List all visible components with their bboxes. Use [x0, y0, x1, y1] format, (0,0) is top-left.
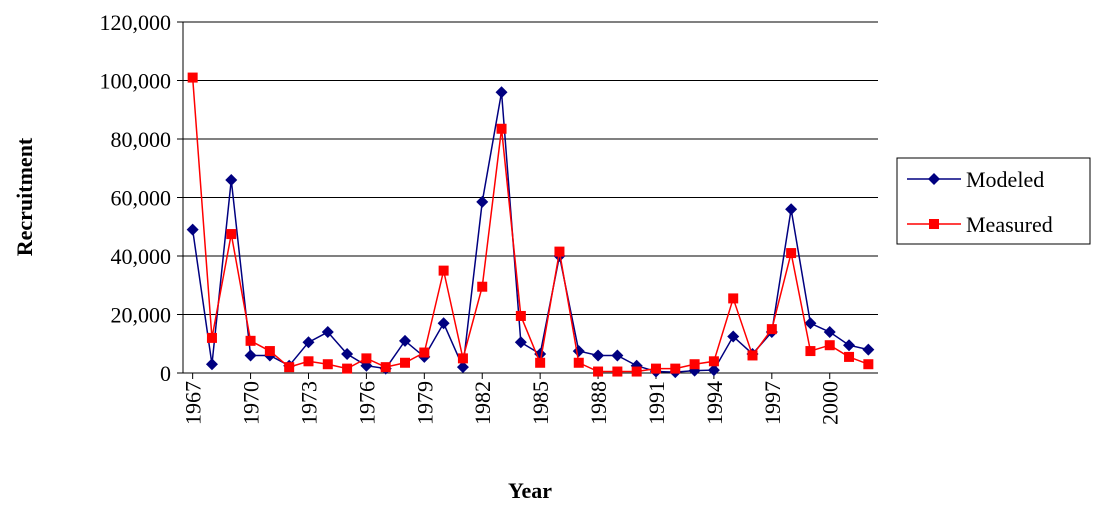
- data-point: [804, 317, 817, 330]
- data-point: [824, 340, 835, 351]
- x-tick-label: 1997: [760, 381, 785, 425]
- data-point: [728, 293, 739, 304]
- data-point: [477, 281, 488, 292]
- x-tick-label: 1976: [354, 381, 379, 425]
- data-point: [786, 248, 797, 259]
- data-point: [708, 356, 719, 367]
- y-tick-label: 0: [160, 361, 171, 386]
- data-point: [823, 326, 836, 339]
- data-point: [322, 359, 333, 370]
- data-point: [303, 356, 314, 367]
- data-point: [843, 339, 856, 352]
- y-tick-label: 120,000: [100, 10, 172, 35]
- y-tick-label: 40,000: [111, 244, 172, 269]
- data-point: [437, 317, 450, 330]
- x-tick-label: 1988: [586, 381, 611, 425]
- data-point: [766, 324, 777, 335]
- legend-label: Modeled: [966, 167, 1044, 192]
- y-tick-label: 60,000: [111, 186, 172, 211]
- data-point: [863, 359, 874, 370]
- data-point: [785, 203, 798, 216]
- y-tick-label: 100,000: [100, 69, 172, 94]
- x-tick-label: 1982: [470, 381, 495, 425]
- data-point: [361, 353, 372, 364]
- x-tick-label: 1985: [528, 381, 553, 425]
- data-point: [400, 357, 411, 368]
- data-point: [321, 326, 334, 339]
- data-point: [844, 351, 855, 362]
- legend-marker: [928, 173, 940, 185]
- data-point: [399, 334, 412, 347]
- x-tick-label: 1991: [644, 381, 669, 425]
- y-axis-title: Recruitment: [12, 137, 37, 256]
- legend-label: Measured: [966, 212, 1053, 237]
- data-point: [631, 366, 642, 377]
- data-point: [456, 361, 469, 374]
- data-point: [747, 350, 758, 361]
- legend-marker: [929, 219, 939, 229]
- data-point: [572, 345, 585, 358]
- x-tick-label: 1970: [239, 381, 264, 425]
- data-point: [302, 336, 315, 349]
- data-point: [187, 72, 198, 83]
- data-point: [593, 366, 604, 377]
- data-point: [805, 346, 816, 357]
- data-point: [205, 358, 218, 371]
- data-point: [226, 229, 237, 240]
- y-tick-label: 80,000: [111, 127, 172, 152]
- data-point: [245, 335, 256, 346]
- data-point: [650, 363, 661, 374]
- x-tick-label: 2000: [818, 381, 843, 425]
- data-point: [573, 357, 584, 368]
- x-tick-label: 1994: [702, 381, 727, 425]
- x-tick-label: 1973: [296, 381, 321, 425]
- data-point: [496, 123, 507, 134]
- data-point: [438, 265, 449, 276]
- data-point: [554, 246, 565, 257]
- data-point: [862, 343, 875, 356]
- x-tick-label: 1979: [412, 381, 437, 425]
- data-point: [476, 195, 489, 208]
- data-point: [186, 223, 199, 236]
- data-point: [611, 349, 624, 362]
- data-point: [495, 86, 508, 99]
- data-point: [244, 349, 257, 362]
- data-point: [380, 362, 391, 373]
- y-tick-label: 20,000: [111, 303, 172, 328]
- data-point: [514, 336, 527, 349]
- data-point: [612, 366, 623, 377]
- x-axis-title: Year: [508, 478, 552, 503]
- data-point: [457, 353, 468, 364]
- data-point: [342, 363, 353, 374]
- data-point: [206, 332, 217, 343]
- data-point: [689, 359, 700, 370]
- data-point: [225, 173, 238, 186]
- data-point: [515, 310, 526, 321]
- data-point: [535, 357, 546, 368]
- x-tick-label: 1967: [181, 381, 206, 425]
- legend-box: [896, 157, 1091, 245]
- data-point: [592, 349, 605, 362]
- data-point: [341, 347, 354, 360]
- data-point: [284, 362, 295, 373]
- data-point: [670, 363, 681, 374]
- data-point: [707, 364, 720, 377]
- data-point: [419, 347, 430, 358]
- data-point: [264, 346, 275, 357]
- data-point: [727, 330, 740, 343]
